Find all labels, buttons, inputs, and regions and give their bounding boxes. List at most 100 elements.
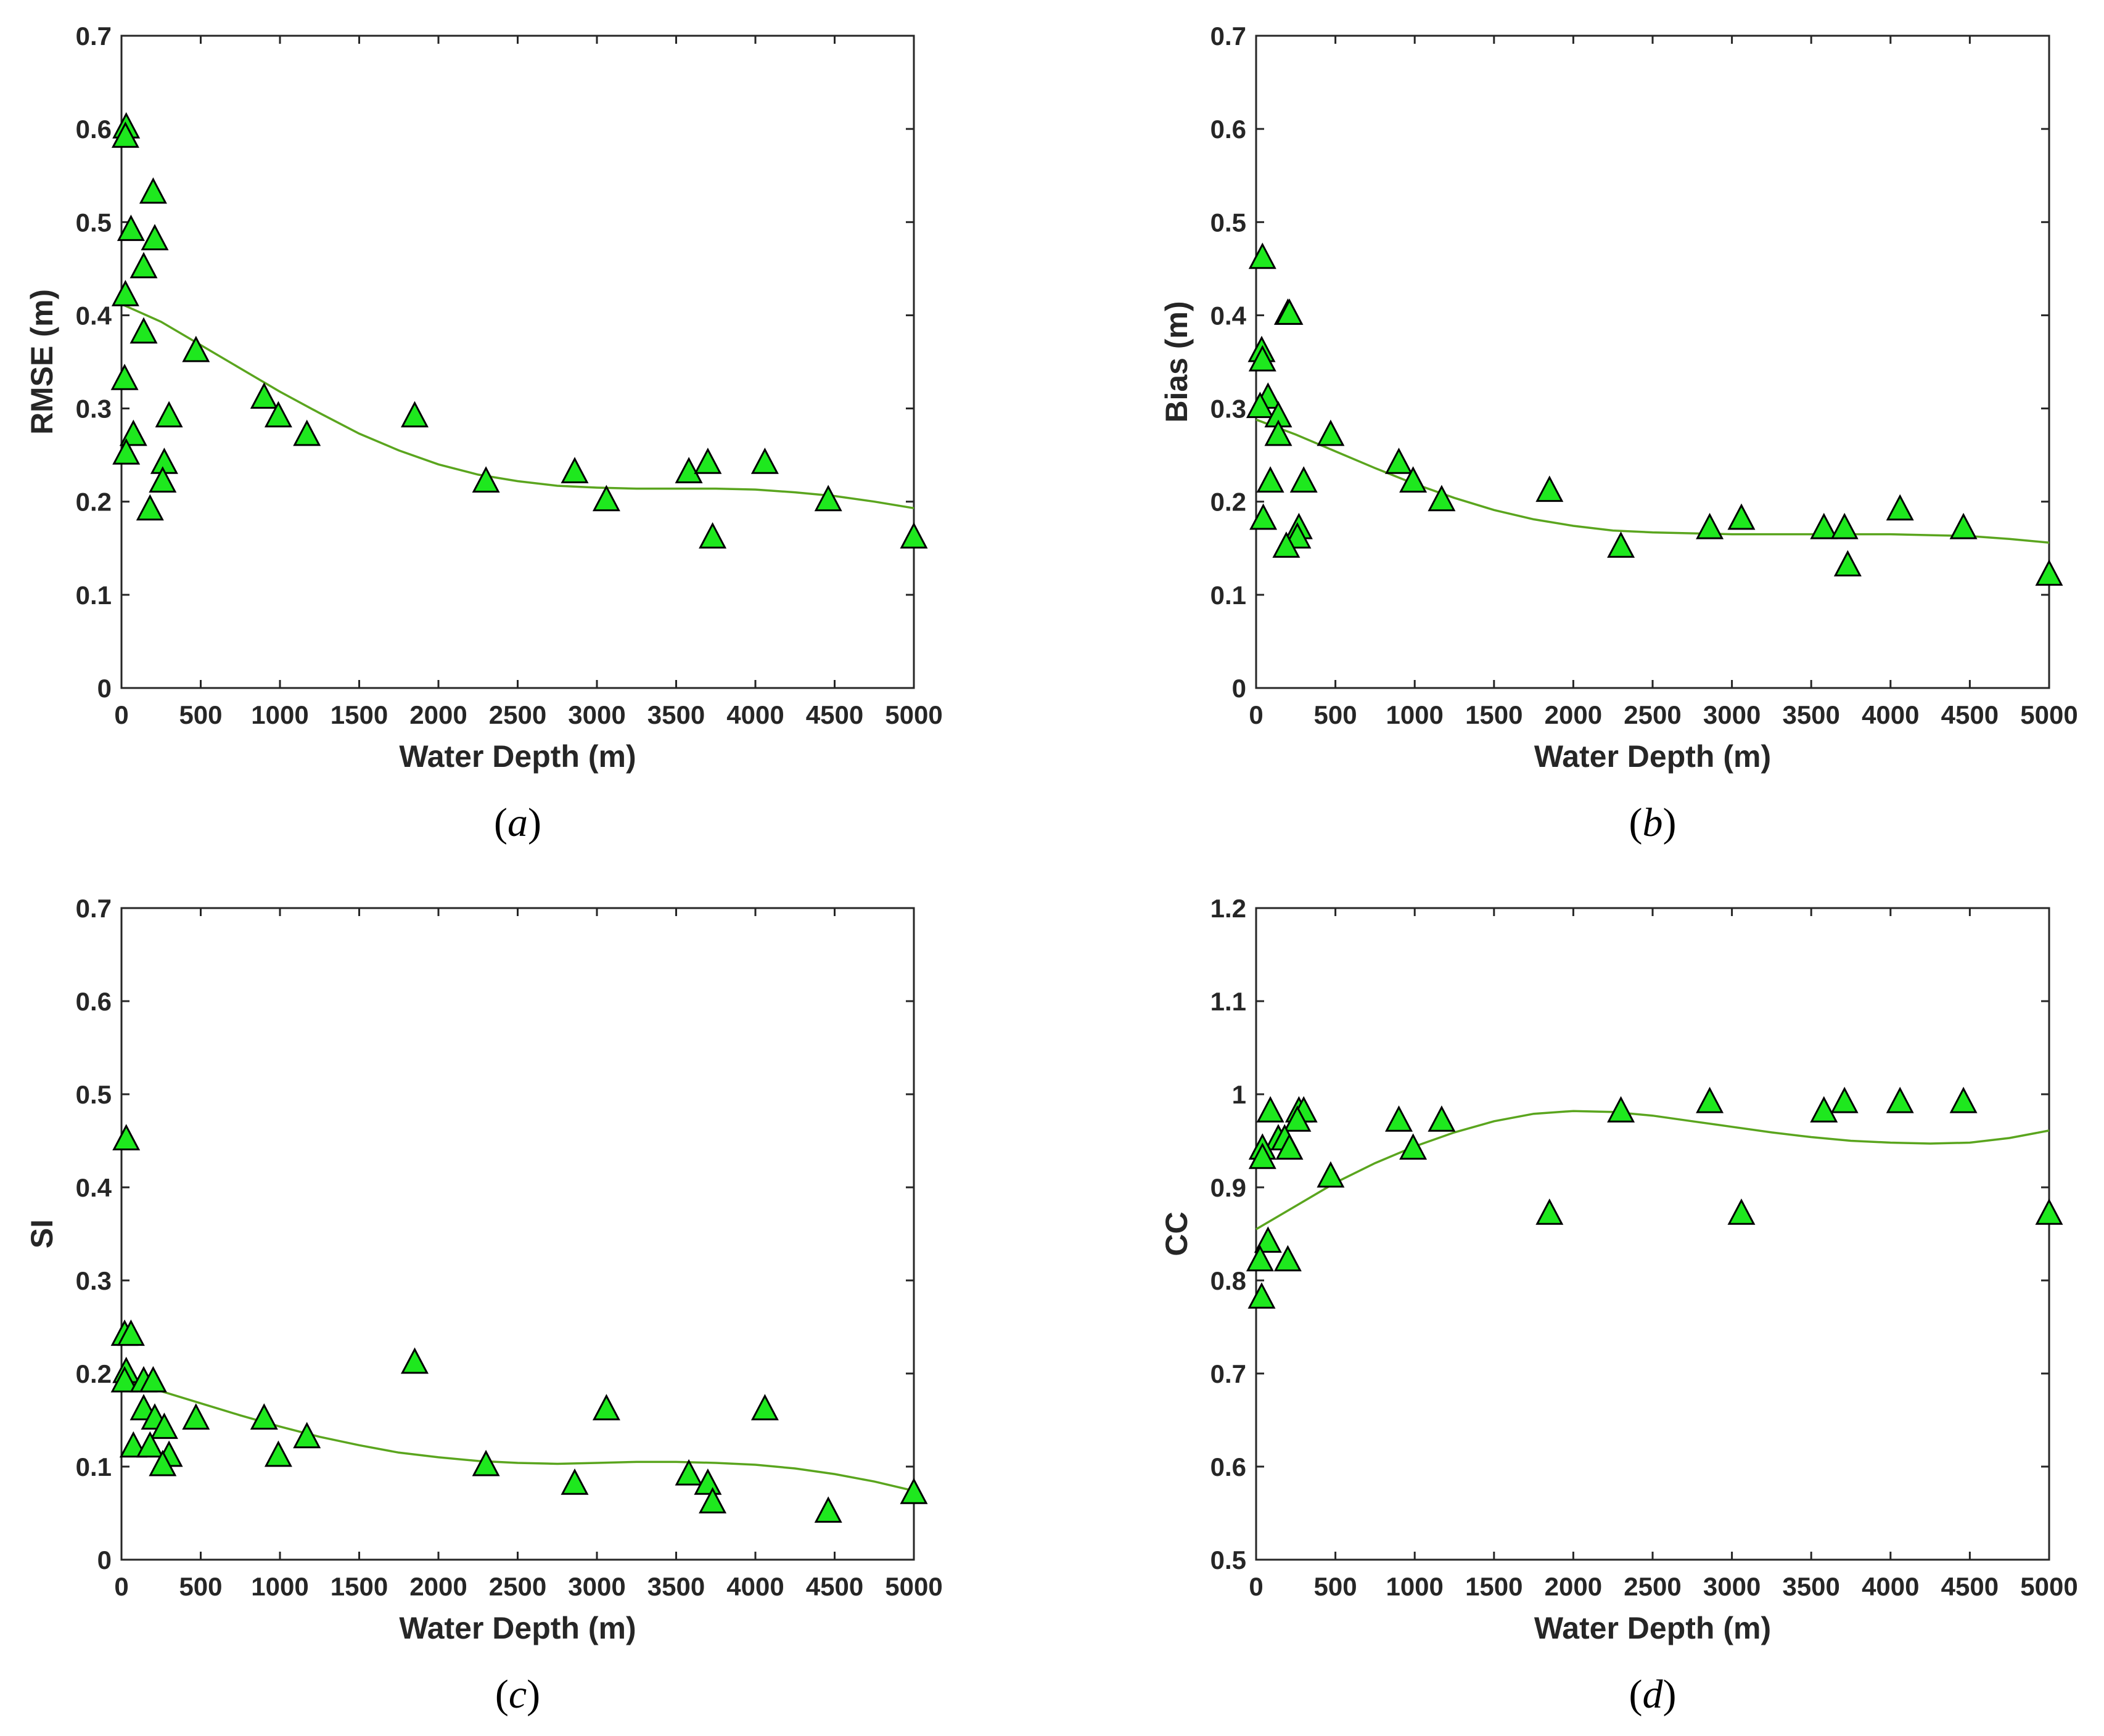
x-axis-title: Water Depth (m)	[1534, 1611, 1771, 1645]
panel-caption: (a)	[494, 800, 541, 845]
x-tick-label: 5000	[885, 700, 942, 729]
x-tick-label: 0	[114, 700, 128, 729]
x-tick-label: 4500	[1941, 700, 1999, 729]
x-tick-label: 3000	[1703, 700, 1761, 729]
y-tick-label: 0.1	[1210, 581, 1246, 610]
data-point	[264, 1440, 292, 1467]
data-point	[750, 448, 779, 474]
data-point	[141, 224, 169, 250]
data-point	[110, 363, 139, 390]
x-tick-label: 5000	[2020, 700, 2077, 729]
data-point	[1249, 503, 1278, 530]
y-tick-label: 0	[1232, 674, 1246, 703]
x-tick-label: 4000	[726, 1572, 784, 1601]
plot-frame	[120, 35, 915, 689]
data-point	[1283, 1105, 1312, 1132]
x-tick-label: 3000	[1703, 1572, 1761, 1601]
data-point	[1830, 512, 1859, 539]
data-point	[1248, 242, 1276, 269]
y-tick-label: 0.5	[1210, 208, 1246, 237]
data-point	[1727, 1198, 1756, 1225]
x-tick-label: 500	[179, 1572, 222, 1601]
data-point	[1256, 466, 1284, 493]
x-tick-label: 2500	[1624, 700, 1681, 729]
y-tick-label: 0.3	[76, 1266, 112, 1295]
x-tick-label: 1000	[251, 1572, 308, 1601]
data-point	[136, 494, 164, 521]
data-point	[182, 335, 210, 362]
data-point	[119, 419, 147, 446]
data-point	[1385, 448, 1413, 474]
x-tick-label: 5000	[2020, 1572, 2077, 1601]
data-point	[401, 401, 429, 428]
panel-caption: (b)	[1629, 800, 1677, 845]
data-point	[1399, 466, 1428, 493]
x-tick-label: 4500	[1941, 1572, 1999, 1601]
y-tick-label: 0.4	[76, 301, 112, 330]
x-axis-title: Water Depth (m)	[1534, 739, 1771, 774]
data-point	[1275, 298, 1304, 325]
plot-frame	[120, 907, 915, 1561]
y-tick-label: 0.6	[76, 115, 112, 144]
data-point	[1246, 391, 1274, 419]
x-tick-label: 2500	[1624, 1572, 1681, 1601]
data-point	[750, 1394, 779, 1420]
data-point	[699, 522, 727, 549]
x-tick-label: 1500	[331, 700, 388, 729]
chart-panel-a: 0 500 1000 1500 2000 2500 3000 3500 4000 4500 5000…	[25, 22, 943, 845]
data-point	[401, 1347, 429, 1374]
x-tick-label: 3500	[1782, 700, 1839, 729]
panel-caption: (c)	[495, 1672, 540, 1717]
data-point	[150, 1412, 178, 1439]
y-tick-label: 0.1	[76, 581, 112, 610]
x-tick-label: 2000	[1545, 700, 1602, 729]
data-point	[2035, 559, 2063, 586]
data-point	[675, 457, 703, 483]
data-point	[1289, 466, 1318, 493]
data-point	[1607, 531, 1635, 558]
x-tick-label: 1000	[1386, 700, 1443, 729]
x-axis-title: Water Depth (m)	[399, 1611, 636, 1645]
x-tick-label: 500	[179, 700, 222, 729]
data-point	[149, 466, 177, 493]
data-point	[592, 485, 620, 512]
fit-line	[1255, 1110, 2050, 1230]
y-tick-label: 0.9	[1210, 1173, 1246, 1202]
data-point	[900, 522, 928, 549]
data-point	[111, 121, 139, 148]
y-axis-title: SI	[25, 1219, 59, 1248]
data-point	[264, 401, 292, 428]
y-tick-label: 0.6	[76, 987, 112, 1016]
y-tick-label: 0.1	[76, 1452, 112, 1481]
data-point	[139, 177, 167, 204]
data-point	[1696, 512, 1724, 539]
data-point	[900, 1478, 928, 1504]
data-point	[139, 1365, 167, 1393]
x-tick-label: 2000	[1545, 1572, 1602, 1601]
data-point	[1385, 1105, 1413, 1132]
chart-panel-b: 0 500 1000 1500 2000 2500 3000 3500 4000 4500 5000…	[1159, 22, 2078, 845]
x-tick-label: 3500	[1782, 1572, 1839, 1601]
x-tick-label: 5000	[885, 1572, 942, 1601]
x-tick-label: 2500	[489, 700, 546, 729]
data-point	[149, 1449, 177, 1476]
data-point	[694, 448, 722, 474]
y-tick-label: 0.7	[76, 22, 112, 51]
y-axis-title: Bias (m)	[1159, 301, 1194, 422]
data-point	[1810, 1095, 1838, 1123]
data-point	[293, 1422, 321, 1449]
data-point	[1317, 419, 1345, 446]
data-point	[136, 1431, 164, 1458]
data-point	[814, 485, 842, 512]
x-tick-label: 500	[1314, 1572, 1357, 1601]
x-tick-label: 2000	[409, 1572, 467, 1601]
data-point	[1949, 512, 1978, 539]
y-tick-label: 0.6	[1210, 115, 1246, 144]
data-point	[561, 1468, 589, 1495]
data-point	[182, 1403, 210, 1430]
data-point	[1607, 1095, 1635, 1123]
y-tick-label: 0.7	[1210, 1359, 1246, 1388]
data-point	[1830, 1086, 1859, 1113]
data-point	[1273, 1245, 1302, 1272]
